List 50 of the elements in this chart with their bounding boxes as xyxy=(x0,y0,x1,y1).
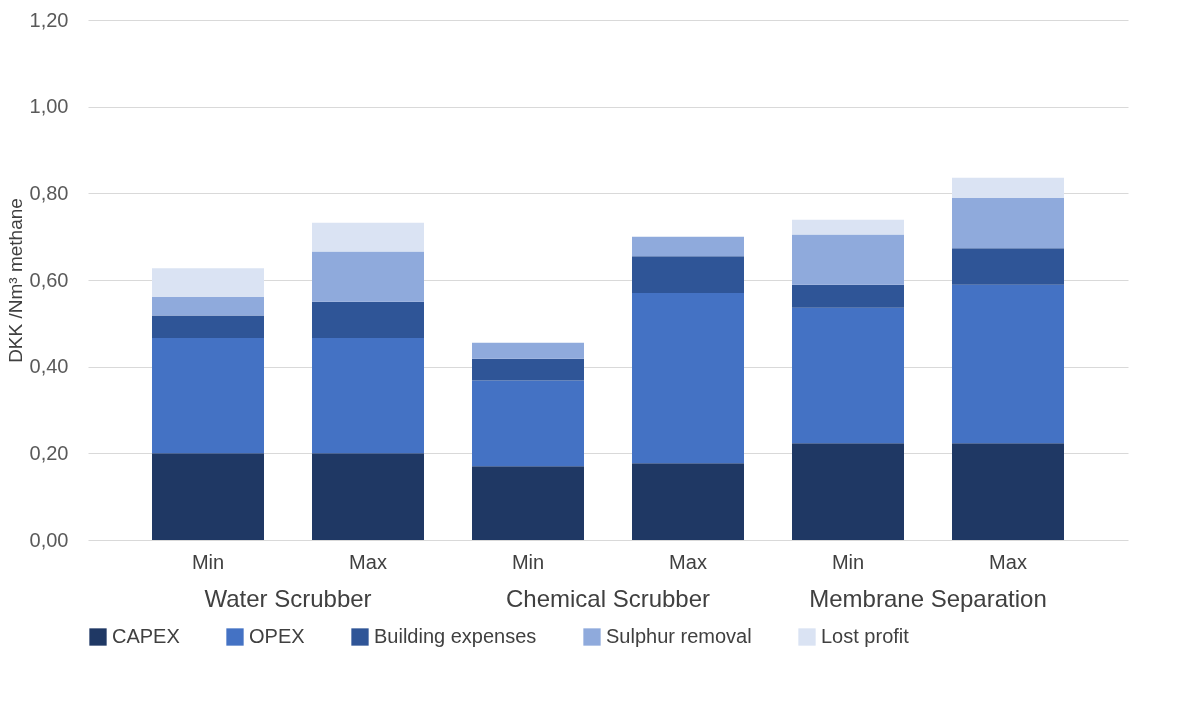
bar xyxy=(312,453,424,540)
x-tick-label: Max xyxy=(669,550,707,573)
bar xyxy=(472,342,584,359)
bar xyxy=(952,177,1064,199)
bar xyxy=(152,315,264,339)
bar xyxy=(152,338,264,454)
x-tick-label: Min xyxy=(511,550,545,573)
bar xyxy=(632,236,744,257)
x-tick-label: Max xyxy=(349,550,387,573)
x-tick-label: Min xyxy=(831,550,865,573)
y-tick-label: 0,00 xyxy=(29,528,69,551)
bar xyxy=(472,358,584,381)
bar xyxy=(792,284,904,308)
legend-label: CAPEX xyxy=(112,625,180,647)
bar xyxy=(312,301,424,339)
bar xyxy=(312,251,424,302)
bar xyxy=(152,268,264,297)
bar xyxy=(632,256,744,293)
y-tick-label: 0,60 xyxy=(29,268,69,291)
y-tick-label: 1,20 xyxy=(29,8,69,31)
bar xyxy=(472,466,584,540)
text: Chemical Scrubber xyxy=(505,585,711,612)
legend-label: Lost profit xyxy=(821,625,910,647)
legend-label: Building expenses xyxy=(374,625,537,647)
text: Membrane Separation xyxy=(809,585,1047,612)
bar xyxy=(152,296,264,316)
legend-label: Sulphur removal xyxy=(606,625,752,647)
y-tick-label: 1,00 xyxy=(29,95,69,118)
bar xyxy=(952,443,1064,540)
bar xyxy=(952,198,1064,249)
y-tick-label: 0,80 xyxy=(29,181,69,204)
y-tick-label: 0,40 xyxy=(29,355,69,378)
bar xyxy=(952,248,1064,285)
bar xyxy=(472,380,584,467)
bar xyxy=(792,219,904,235)
x-tick-label: Min xyxy=(191,550,225,573)
bar xyxy=(792,307,904,444)
y-tick-label: 0,20 xyxy=(29,441,69,464)
bar xyxy=(632,463,744,540)
bar xyxy=(632,293,744,464)
bar xyxy=(792,443,904,540)
x-tick-label: Max xyxy=(989,550,1027,573)
bar xyxy=(152,453,264,540)
text: Water Scrubber xyxy=(204,585,372,612)
bar xyxy=(792,234,904,285)
bar xyxy=(312,222,424,252)
y-axis-title: DKK /Nm³ methane xyxy=(4,198,26,363)
bar xyxy=(312,338,424,454)
legend-label: OPEX xyxy=(249,625,305,647)
bar xyxy=(952,284,1064,444)
